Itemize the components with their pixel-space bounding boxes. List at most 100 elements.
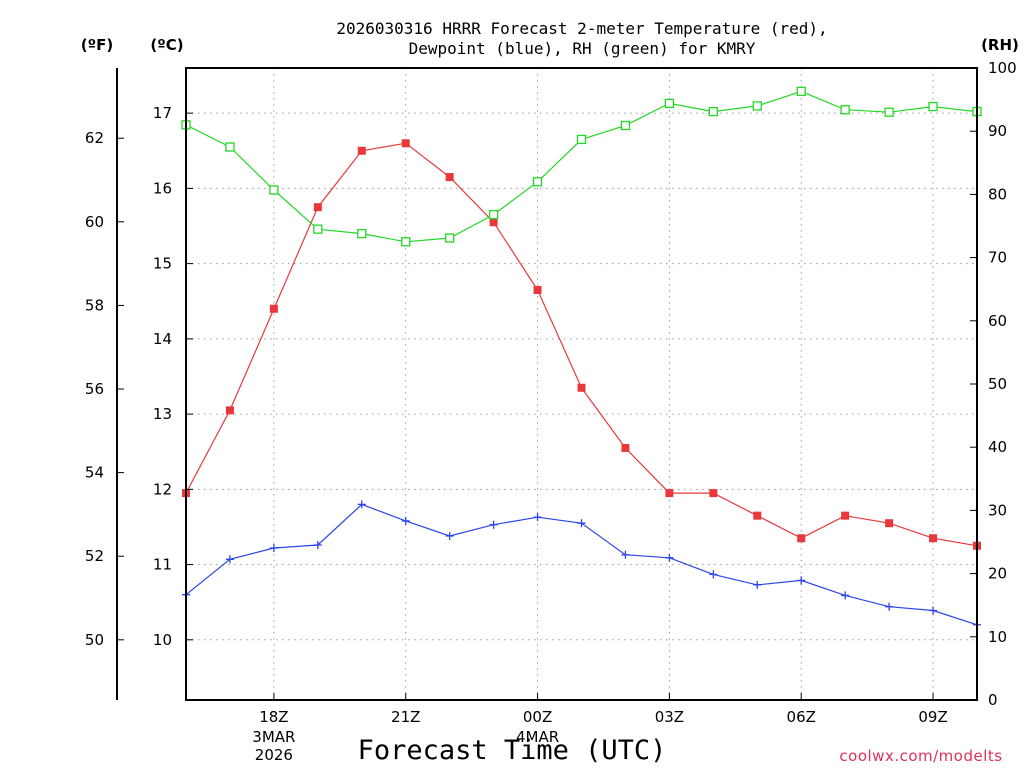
chart-title-line-2: Dewpoint (blue), RH (green) for KMRY xyxy=(409,39,756,58)
chart-title-line-1: 2026030316 HRRR Forecast 2-meter Tempera… xyxy=(336,19,827,38)
temperature-point xyxy=(621,443,630,452)
fahrenheit-axis: 50 52 54 56 58 60 62 xyxy=(85,129,124,649)
dewpoint-point xyxy=(621,550,630,559)
fahrenheit-tick-label: 52 xyxy=(85,547,104,565)
celsius-tick-label: 14 xyxy=(153,330,172,348)
rh-point xyxy=(576,134,587,145)
time-date-label: 2026 xyxy=(255,746,293,764)
time-tick-label: 00Z xyxy=(523,708,552,726)
rh-point xyxy=(357,228,367,239)
temperature-point xyxy=(709,489,718,498)
temperature-point xyxy=(401,139,410,148)
temperature-point xyxy=(533,285,542,294)
temperature-point xyxy=(225,406,234,415)
rh-point xyxy=(708,106,718,117)
temperature-point xyxy=(445,173,454,182)
celsius-tick-label: 10 xyxy=(153,631,172,649)
dewpoint-point xyxy=(445,531,454,540)
series-layer xyxy=(181,86,982,629)
time-tick-label: 03Z xyxy=(655,708,684,726)
rh-tick-label: 50 xyxy=(988,375,1007,393)
temperature-point xyxy=(885,519,894,528)
dewpoint-point xyxy=(577,519,586,528)
time-tick-label: 09Z xyxy=(918,708,947,726)
rh-line xyxy=(185,90,978,243)
time-tick-label: 21Z xyxy=(391,708,420,726)
celsius-tick-label: 13 xyxy=(153,405,172,423)
rh-point xyxy=(796,86,806,97)
celsius-tick-label: 17 xyxy=(153,104,172,122)
dewpoint-point xyxy=(533,513,542,522)
celsius-tick-label: 15 xyxy=(153,255,172,273)
celsius-tick-label: 11 xyxy=(153,556,172,574)
celsius-axis: 10 11 12 13 14 15 16 17 xyxy=(153,104,193,649)
dewpoint-point xyxy=(709,570,718,579)
temperature-point xyxy=(357,146,366,155)
rh-point xyxy=(532,177,543,187)
rh-tick-label: 70 xyxy=(988,249,1007,267)
dewpoint-point xyxy=(753,580,762,589)
rh-point xyxy=(840,105,850,115)
dewpoint-point xyxy=(797,576,806,585)
fahrenheit-tick-label: 62 xyxy=(85,129,104,147)
rh-tick-label: 30 xyxy=(988,501,1007,519)
rh-point xyxy=(752,101,762,111)
rh-tick-label: 90 xyxy=(988,122,1007,140)
fahrenheit-tick-label: 56 xyxy=(85,380,104,398)
fahrenheit-tick-label: 60 xyxy=(85,213,104,231)
rh-axis: 0 10 20 30 40 50 60 70 80 90 100 xyxy=(970,59,1017,709)
temperature-point xyxy=(489,218,498,227)
time-date-label: 3MAR xyxy=(252,728,295,746)
fahrenheit-tick-label: 58 xyxy=(85,296,104,314)
rh-point xyxy=(269,185,279,195)
dewpoint-point xyxy=(401,516,410,525)
temperature-point xyxy=(665,489,674,498)
temperature-point xyxy=(577,383,586,392)
dewpoint-point xyxy=(929,606,938,615)
dewpoint-point xyxy=(225,555,234,564)
dewpoint-point xyxy=(885,602,894,611)
dewpoint-point xyxy=(489,520,498,529)
fahrenheit-tick-label: 50 xyxy=(85,631,104,649)
time-tick-label: 18Z xyxy=(259,708,288,726)
rh-point xyxy=(445,233,455,243)
x-axis-title: Forecast Time (UTC) xyxy=(358,735,667,766)
credit-text: coolwx.com/modelts xyxy=(839,747,1002,765)
rh-point xyxy=(884,107,894,117)
rh-tick-label: 80 xyxy=(988,185,1007,203)
rh-point xyxy=(313,224,323,234)
temperature-line xyxy=(185,142,978,547)
temperature-point xyxy=(313,203,322,212)
rh-tick-label: 10 xyxy=(988,628,1007,646)
rh-point xyxy=(928,101,938,112)
temperature-point xyxy=(753,511,762,520)
rh-tick-label: 60 xyxy=(988,312,1007,330)
dewpoint-point xyxy=(841,591,850,600)
dewpoint-point xyxy=(665,553,674,562)
rh-tick-label: 40 xyxy=(988,438,1007,456)
time-tick-label: 06Z xyxy=(787,708,816,726)
rh-tick-label: 100 xyxy=(988,59,1017,77)
rh-tick-label: 20 xyxy=(988,565,1007,583)
celsius-unit-label: (ºC) xyxy=(150,36,183,54)
rh-point xyxy=(488,209,499,220)
temperature-point xyxy=(841,511,850,520)
temperature-point xyxy=(269,304,278,313)
celsius-tick-label: 16 xyxy=(153,179,172,197)
fahrenheit-unit-label: (ºF) xyxy=(81,36,113,54)
time-date-label: 4MAR xyxy=(516,728,559,746)
rh-point xyxy=(620,120,631,131)
rh-point xyxy=(401,237,411,247)
dewpoint-point xyxy=(313,541,322,550)
rh-unit-label: (RH) xyxy=(981,36,1019,54)
temperature-point xyxy=(929,534,938,543)
dewpoint-point xyxy=(269,544,278,553)
rh-point xyxy=(225,142,235,152)
temperature-point xyxy=(797,534,806,543)
celsius-tick-label: 12 xyxy=(153,480,172,498)
dewpoint-point xyxy=(357,500,366,509)
rh-tick-label: 0 xyxy=(988,691,998,709)
fahrenheit-tick-label: 54 xyxy=(85,464,104,482)
